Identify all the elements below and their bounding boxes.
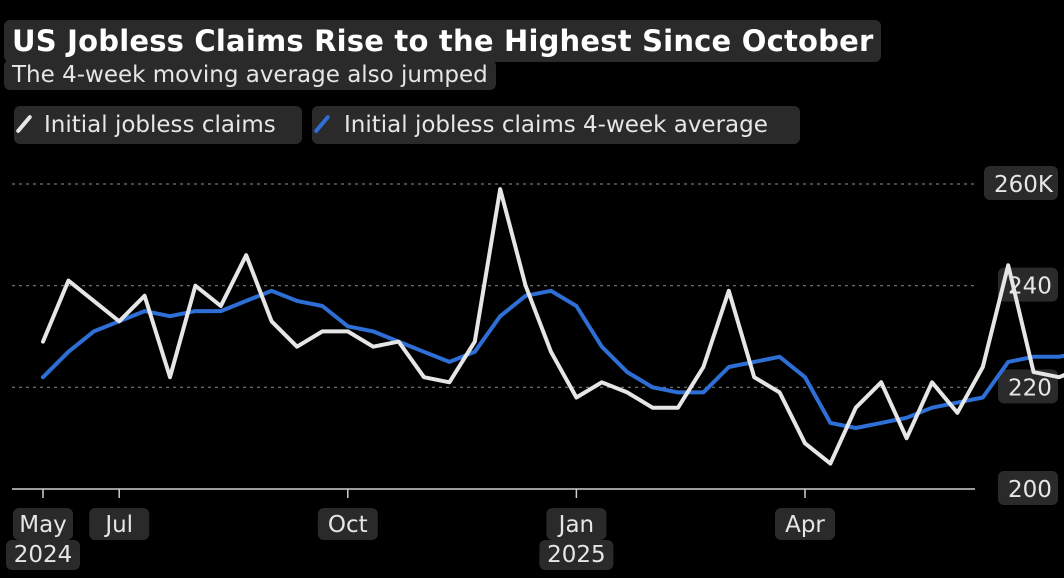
x-tick-label-text: Jan — [557, 512, 594, 538]
y-tick-label: 220 — [998, 369, 1058, 404]
legend-label-initial-claims: Initial jobless claims — [44, 112, 276, 138]
x-tick-label-box — [317, 508, 378, 540]
y-tick-label-box — [984, 166, 1058, 200]
x-tick-label-text: Apr — [785, 512, 825, 538]
y-tick-label: 200 — [998, 471, 1058, 505]
x-tick-label-box — [775, 508, 835, 540]
x-tick-label: Jan 2025 — [539, 508, 614, 570]
x-tick-label-box — [13, 508, 73, 540]
y-tick-label-text: 220 — [1008, 375, 1052, 401]
x-tick-label-text: Jul — [103, 512, 133, 538]
x-tick-label: Apr — [775, 508, 835, 540]
x-tick-sublabel-box — [6, 540, 80, 570]
y-tick-label-box — [998, 471, 1058, 505]
series-line-initial-claims — [41, 187, 1064, 466]
x-tick-label: Oct — [317, 508, 378, 540]
x-tick-sublabel-text: 2025 — [547, 542, 606, 568]
y-tick-label-text: 200 — [1008, 477, 1052, 503]
x-tick-label-text: May — [19, 512, 67, 538]
x-tick-label-box — [89, 508, 150, 540]
y-tick-label-text: 260K — [994, 172, 1054, 198]
y-tick-label: 260K — [984, 166, 1058, 200]
x-tick-label: May 2024 — [6, 508, 80, 570]
legend-item-initial-claims: Initial jobless claims — [14, 106, 302, 144]
x-tick-label-text: Oct — [328, 512, 368, 538]
x-tick-label: Jul — [89, 508, 150, 540]
legend-label-four-week-average: Initial jobless claims 4-week average — [344, 112, 768, 138]
chart-subtitle: The 4-week moving average also jumped — [4, 60, 496, 90]
x-tick-sublabel-box — [539, 540, 614, 570]
y-tick-label-box — [998, 369, 1058, 404]
legend-item-four-week-average: Initial jobless claims 4-week average — [312, 106, 800, 144]
x-tick-sublabel-text: 2024 — [14, 542, 73, 568]
x-tick-label-box — [546, 508, 607, 540]
chart-title: US Jobless Claims Rise to the Highest Si… — [4, 20, 882, 62]
